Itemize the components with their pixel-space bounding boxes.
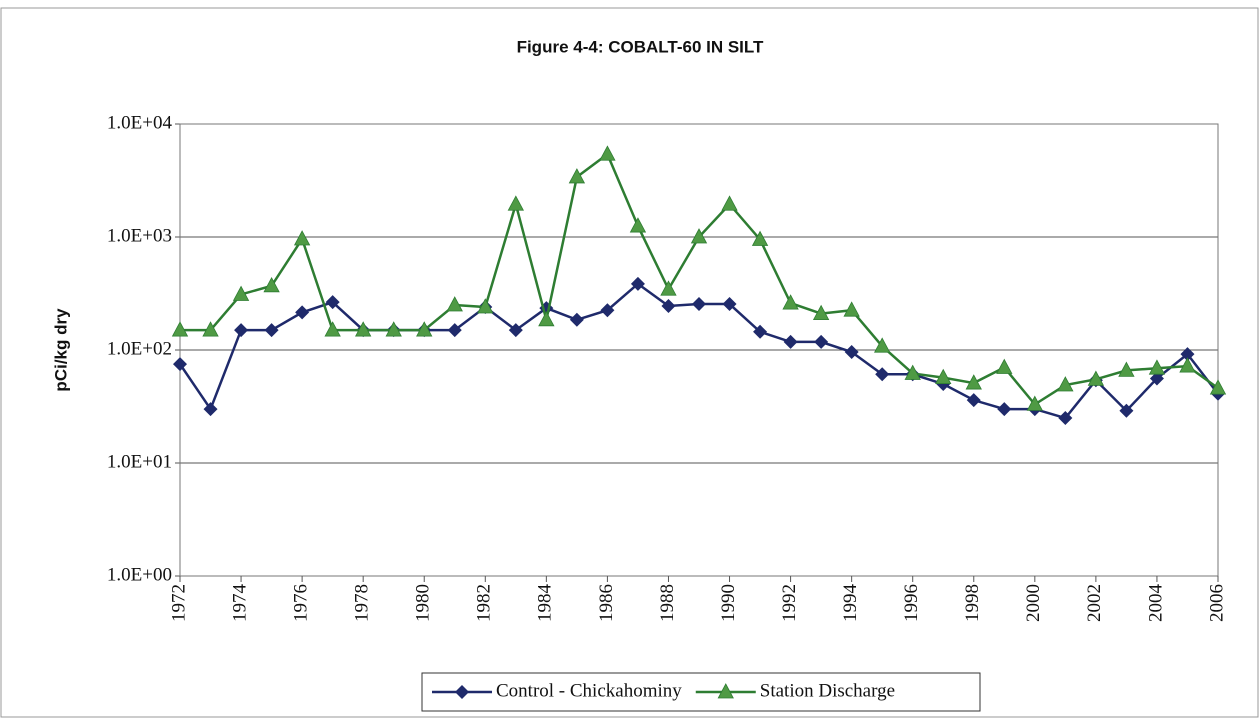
marker bbox=[660, 280, 677, 296]
marker bbox=[966, 393, 981, 408]
chart-frame bbox=[0, 7, 1259, 718]
marker bbox=[202, 321, 219, 337]
marker bbox=[264, 323, 279, 338]
marker bbox=[753, 324, 768, 339]
y-axis-label: pCi/kg dry bbox=[51, 308, 70, 392]
marker bbox=[751, 230, 769, 246]
marker bbox=[997, 402, 1012, 417]
marker bbox=[568, 168, 586, 184]
x-tick-label: 1972 bbox=[168, 584, 189, 622]
marker bbox=[325, 295, 340, 310]
marker bbox=[1209, 379, 1227, 395]
marker bbox=[965, 374, 982, 390]
marker bbox=[874, 337, 891, 353]
y-tick-label: 1.0E+02 bbox=[107, 338, 172, 359]
legend-box bbox=[421, 672, 981, 712]
plot-area bbox=[179, 123, 1219, 577]
marker bbox=[629, 217, 647, 233]
marker bbox=[600, 303, 615, 318]
marker bbox=[692, 297, 706, 312]
marker bbox=[1180, 347, 1195, 362]
marker bbox=[996, 358, 1013, 374]
marker bbox=[1058, 411, 1073, 426]
marker bbox=[508, 323, 523, 338]
marker bbox=[812, 304, 830, 320]
marker bbox=[1057, 376, 1074, 392]
x-tick-label: 1974 bbox=[229, 584, 250, 623]
marker bbox=[1149, 371, 1164, 386]
x-tick-label: 1976 bbox=[290, 584, 311, 622]
marker bbox=[904, 364, 921, 380]
legend: Control - Chickahominy Station Discharge bbox=[421, 672, 981, 712]
marker bbox=[293, 230, 311, 246]
chart-title: Figure 4-4: COBALT-60 IN SILT bbox=[517, 37, 764, 56]
legend-label: Control - Chickahominy bbox=[496, 680, 682, 701]
x-tick-label: 2002 bbox=[1084, 584, 1105, 622]
marker bbox=[1148, 359, 1166, 375]
marker bbox=[875, 367, 890, 382]
marker bbox=[843, 301, 860, 317]
marker bbox=[844, 345, 859, 360]
marker bbox=[783, 334, 798, 349]
marker bbox=[1118, 361, 1135, 377]
marker bbox=[1119, 403, 1134, 418]
x-tick-label: 1996 bbox=[901, 584, 922, 622]
y-tick-label: 1.0E+04 bbox=[107, 112, 173, 133]
marker bbox=[234, 323, 249, 338]
marker bbox=[717, 683, 734, 699]
marker bbox=[661, 299, 676, 314]
legend-label: Station Discharge bbox=[760, 680, 895, 701]
marker bbox=[416, 321, 433, 337]
x-tick-label: 1998 bbox=[962, 584, 983, 622]
marker bbox=[477, 298, 494, 314]
marker bbox=[355, 321, 372, 337]
x-tick-label: 1994 bbox=[840, 584, 861, 623]
x-tick-label: 1980 bbox=[413, 584, 434, 622]
marker bbox=[455, 685, 469, 699]
marker bbox=[171, 321, 189, 337]
x-tick-label: 1990 bbox=[718, 584, 739, 622]
marker bbox=[722, 297, 737, 312]
marker bbox=[324, 321, 341, 337]
marker bbox=[630, 276, 645, 291]
marker bbox=[295, 305, 310, 320]
x-tick-label: 1988 bbox=[657, 584, 678, 622]
marker bbox=[1087, 370, 1105, 386]
marker bbox=[1179, 357, 1196, 373]
marker bbox=[569, 312, 584, 327]
y-tick-label: 1.0E+01 bbox=[107, 451, 172, 472]
marker bbox=[538, 310, 555, 327]
x-tick-label: 2006 bbox=[1206, 584, 1227, 622]
marker bbox=[173, 357, 187, 372]
marker bbox=[1026, 395, 1043, 411]
marker bbox=[507, 195, 524, 211]
marker bbox=[814, 334, 829, 349]
x-tick-label: 2004 bbox=[1145, 584, 1166, 623]
marker bbox=[446, 296, 463, 312]
marker bbox=[935, 368, 952, 384]
marker bbox=[263, 276, 280, 293]
x-tick-label: 1978 bbox=[352, 584, 373, 622]
marker bbox=[782, 294, 799, 310]
x-tick-label: 1992 bbox=[779, 584, 800, 622]
x-tick-label: 2000 bbox=[1023, 584, 1044, 622]
x-tick-label: 1986 bbox=[596, 584, 617, 622]
marker bbox=[599, 145, 616, 161]
marker bbox=[203, 402, 218, 417]
marker bbox=[385, 321, 402, 337]
marker bbox=[690, 228, 708, 244]
marker bbox=[447, 323, 462, 338]
marker bbox=[721, 195, 738, 211]
marker bbox=[232, 285, 250, 301]
y-tick-label: 1.0E+03 bbox=[107, 225, 172, 246]
y-tick-label: 1.0E+00 bbox=[107, 564, 172, 585]
x-tick-label: 1984 bbox=[535, 584, 556, 623]
x-tick-label: 1982 bbox=[474, 584, 495, 622]
